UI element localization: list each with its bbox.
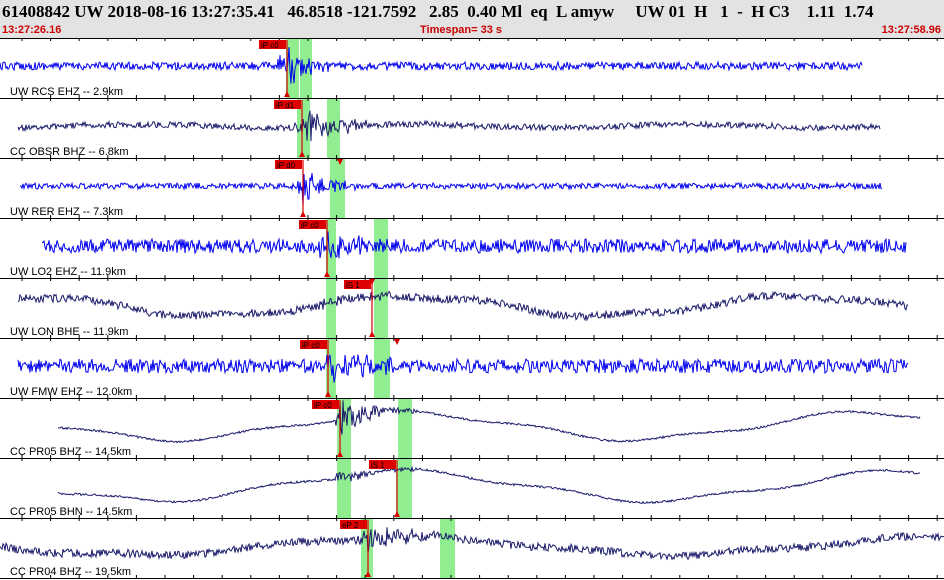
waveform-trace <box>19 173 883 206</box>
timespan-label: Timespan= 33 s <box>420 24 503 36</box>
phase-window <box>398 399 412 458</box>
seismogram-panel: iP c0 iP d1 iP d0 iP c0 iS 1 iP c0 iP c0 iS 1 eP… <box>0 38 944 579</box>
phase-window <box>396 459 412 518</box>
pick-flag[interactable] <box>275 160 302 169</box>
phase-window <box>337 459 351 518</box>
pick-triangle-icon <box>369 331 375 337</box>
station-label: CC PR04 BHZ -- 19.5km <box>10 566 131 578</box>
pick-label: iP c0 <box>301 221 319 230</box>
pick-label: iP c0 <box>261 41 279 50</box>
pick-flag[interactable] <box>299 220 326 229</box>
pick-triangle-icon <box>337 451 343 457</box>
pick-triangle-icon <box>299 151 305 157</box>
station-label: UW RER EHZ -- 7.3km <box>10 206 123 218</box>
station-label: CC PR05 BHN -- 14.5km <box>10 506 132 518</box>
pick-label: eP 2 <box>342 521 359 530</box>
time-grid <box>0 38 944 579</box>
pick-label: iS 1 <box>371 461 385 470</box>
station-label: UW LON BHE -- 11.9km <box>10 326 128 338</box>
phase-window <box>440 519 455 578</box>
trace-labels: UW RCS EHZ -- 2.9km CC OBSR BHZ -- 6.8km U… <box>10 86 132 578</box>
waveform-trace <box>17 353 909 383</box>
station-label: CC PR05 BHZ -- 14.5km <box>10 446 131 458</box>
station-label: UW RCS EHZ -- 2.9km <box>10 86 123 98</box>
pick-flag[interactable] <box>344 280 371 289</box>
phase-window <box>327 99 340 158</box>
secondary-pick-icon <box>369 279 375 285</box>
trace-group <box>0 47 944 561</box>
phase-window <box>326 279 336 338</box>
pick-triangle-icon <box>325 391 331 397</box>
secondary-pick-icon <box>337 159 343 165</box>
pick-label: iP c0 <box>302 341 320 350</box>
pick-flag[interactable] <box>259 40 286 49</box>
event-header: 61408842 UW 2018-08-16 13:27:35.41 46.85… <box>0 0 944 38</box>
pick-flag[interactable] <box>312 400 339 409</box>
pick-triangle-icon <box>284 91 290 97</box>
station-label: CC OBSR BHZ -- 6.8km <box>10 146 129 158</box>
station-label: UW FMW EHZ -- 12.0km <box>10 386 132 398</box>
pick-triangle-icon <box>324 271 330 277</box>
pick-label: iS 1 <box>346 281 360 290</box>
phase-window <box>374 219 388 278</box>
phase-window <box>326 219 336 278</box>
end-time: 13:27:58.96 <box>881 24 941 36</box>
pick-flag[interactable] <box>340 520 367 529</box>
phase-window <box>374 339 390 398</box>
pick-triangle-icon <box>394 511 400 517</box>
pick-label: iP d0 <box>277 161 296 170</box>
pick-label: iP c0 <box>314 401 332 410</box>
secondary-pick-icon <box>394 339 400 345</box>
pick-flag[interactable] <box>369 460 396 469</box>
pick-flag[interactable] <box>274 100 301 109</box>
phase-window <box>300 39 312 98</box>
phase-window <box>330 159 345 218</box>
pick-markers: iP c0 iP d1 iP d0 iP c0 iS 1 iP c0 iP c0 iS 1 eP… <box>259 40 400 577</box>
pick-flag[interactable] <box>300 340 327 349</box>
pick-triangle-icon <box>365 571 371 577</box>
waveform-trace <box>57 400 921 444</box>
event-summary-line: 61408842 UW 2018-08-16 13:27:35.41 46.85… <box>2 2 874 21</box>
waveform-trace <box>57 465 920 505</box>
pick-triangle-icon <box>300 211 306 217</box>
phase-window <box>337 399 351 458</box>
waveform-trace <box>17 110 881 142</box>
start-time: 13:27:26.16 <box>2 24 62 36</box>
station-label: UW LO2 EHZ -- 11.9km <box>10 266 126 278</box>
phase-window <box>374 279 388 338</box>
waveform-trace <box>41 231 907 259</box>
pick-label: iP d1 <box>276 101 295 110</box>
waveform-trace <box>0 527 944 561</box>
waveform-trace <box>17 290 909 322</box>
phase-window <box>297 99 310 158</box>
waveform-trace <box>0 47 863 84</box>
